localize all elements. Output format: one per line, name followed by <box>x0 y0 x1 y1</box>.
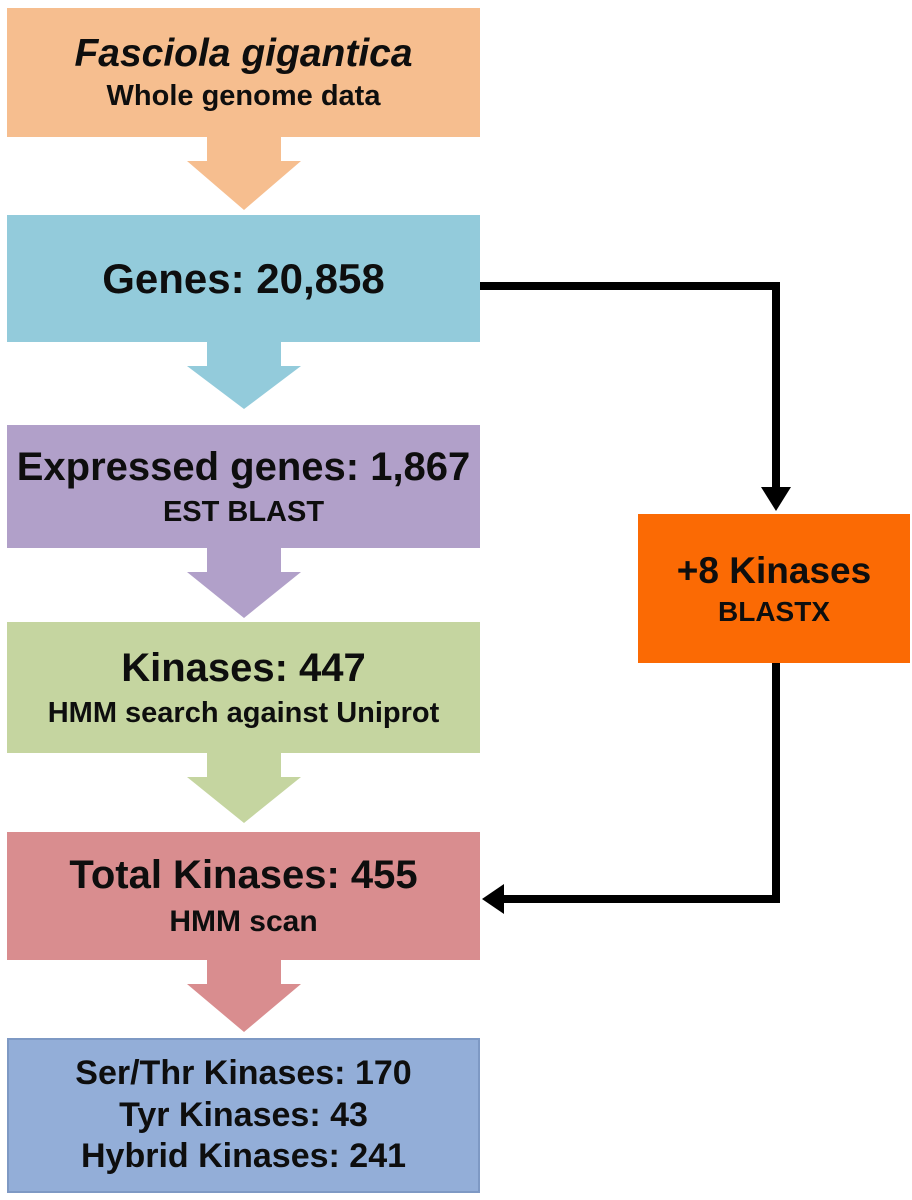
down-arrow-genes-to-expressed <box>187 342 301 409</box>
node-expressed-genes-subtitle: EST BLAST <box>162 495 325 528</box>
node-genes: Genes: 20,858 <box>7 215 480 342</box>
node-kinases-subtitle: HMM search against Uniprot <box>47 696 440 729</box>
node-blastx-kinases-title: +8 Kinases <box>676 549 872 591</box>
node-expressed-genes: Expressed genes: 1,867 EST BLAST <box>7 425 480 548</box>
connector-genes-to-blastx <box>478 282 780 489</box>
node-blastx-kinases-subtitle: BLASTX <box>718 595 830 627</box>
kinase-class-hybrid: Hybrid Kinases: 241 <box>80 1137 407 1176</box>
node-expressed-genes-title: Expressed genes: 1,867 <box>16 444 471 489</box>
node-blastx-kinases: +8 Kinases BLASTX <box>638 514 910 663</box>
connector-blastx-to-total <box>503 663 780 903</box>
node-kinases-title: Kinases: 447 <box>121 645 366 690</box>
kinase-class-serthr: Ser/Thr Kinases: 170 <box>75 1054 412 1093</box>
node-total-kinases-title: Total Kinases: 455 <box>69 853 418 898</box>
node-total-kinases-subtitle: HMM scan <box>169 904 318 938</box>
down-arrow-genome-to-genes <box>187 137 301 210</box>
node-total-kinases: Total Kinases: 455 HMM scan <box>7 832 480 960</box>
down-arrow-total-to-classes <box>187 960 301 1032</box>
node-whole-genome-subtitle: Whole genome data <box>106 80 381 113</box>
node-whole-genome: Fasciola gigantica Whole genome data <box>7 8 480 137</box>
down-arrow-expressed-to-kinases <box>187 548 301 618</box>
node-kinase-classes: Ser/Thr Kinases: 170 Tyr Kinases: 43 Hyb… <box>7 1038 480 1193</box>
arrowhead-genes-to-blastx <box>761 487 791 511</box>
node-genes-title: Genes: 20,858 <box>102 254 385 302</box>
node-kinases: Kinases: 447 HMM search against Uniprot <box>7 622 480 753</box>
node-whole-genome-title: Fasciola gigantica <box>74 32 413 76</box>
down-arrow-kinases-to-total <box>187 753 301 823</box>
kinase-class-tyr: Tyr Kinases: 43 <box>119 1095 368 1134</box>
arrowhead-blastx-to-total <box>482 884 504 914</box>
